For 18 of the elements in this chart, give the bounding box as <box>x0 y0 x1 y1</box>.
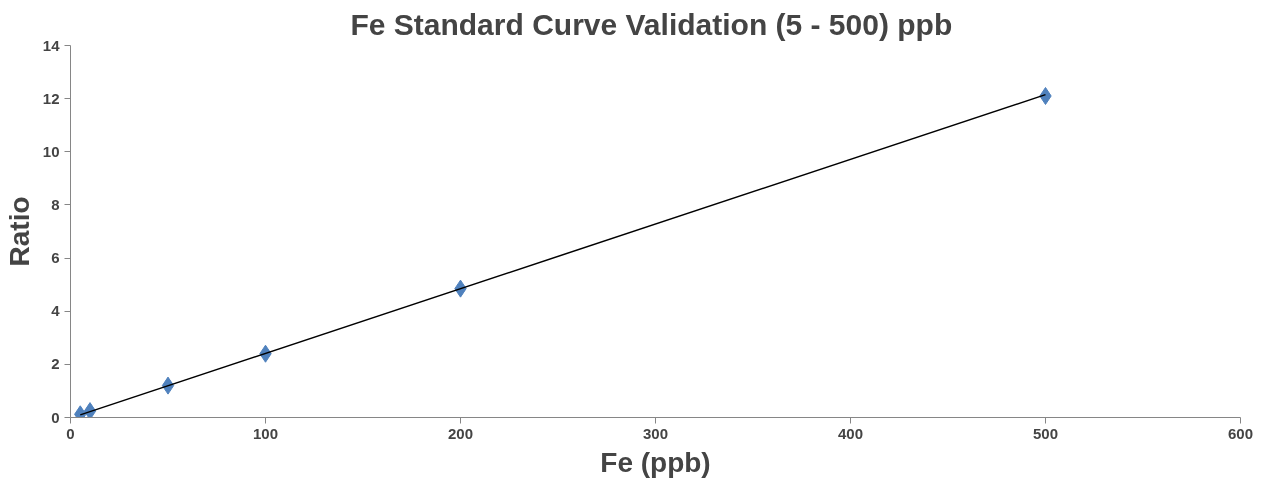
x-tick-label: 600 <box>1227 424 1254 442</box>
x-tick-label: 100 <box>252 424 279 442</box>
x-tick-label: 300 <box>642 424 669 442</box>
x-tick-label: 200 <box>447 424 474 442</box>
y-tick-label: 12 <box>42 89 60 107</box>
y-axis-title: Ratio <box>3 196 35 267</box>
y-tick-label: 10 <box>42 142 60 160</box>
y-tick-label: 6 <box>51 249 60 267</box>
x-tick-label: 500 <box>1032 424 1059 442</box>
x-tick-label: 400 <box>837 424 864 442</box>
x-axis-title: Fe (ppb) <box>600 446 711 478</box>
chart-title: Fe Standard Curve Validation (5 - 500) ppb <box>350 7 953 41</box>
y-tick-label: 0 <box>51 408 60 426</box>
y-tick-label: 2 <box>51 355 60 373</box>
y-tick-label: 4 <box>51 302 61 320</box>
y-tick-label: 8 <box>51 195 60 213</box>
x-tick-label: 0 <box>66 424 75 442</box>
y-tick-label: 14 <box>42 36 61 54</box>
